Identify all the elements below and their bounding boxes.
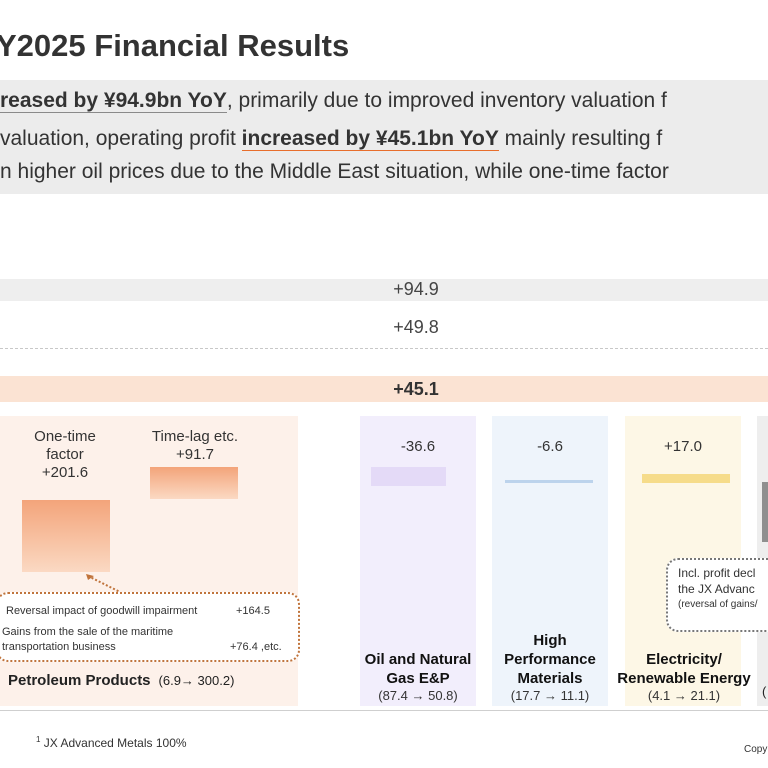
callout-item-maritime-value: +76.4 ,etc. xyxy=(230,641,282,653)
copyright-fragment: Copy xyxy=(744,744,768,755)
inventory-valuation-change-value: +49.8 xyxy=(393,317,439,337)
metals-bar xyxy=(762,482,768,542)
footer-divider xyxy=(0,710,768,711)
electricity-bar xyxy=(642,474,730,483)
page-title: Y2025 Financial Results xyxy=(0,28,350,63)
high-performance-materials-panel xyxy=(492,416,608,706)
metals-callout-line2: the JX Advanc xyxy=(678,582,755,596)
one-time-factor-bar xyxy=(22,500,110,572)
hpm-name-line3: Materials xyxy=(517,670,583,687)
metals-range-fragment: ( xyxy=(762,684,767,699)
one-time-factor-label: One-time factor +201.6 xyxy=(10,428,120,482)
summary-emphasis-operating-profit: increased by ¥45.1bn YoY xyxy=(241,127,499,151)
electricity-name-line2: Renewable Energy xyxy=(617,670,751,687)
summary-line-1: reased by ¥94.9bn YoY, primarily due to … xyxy=(0,89,768,113)
time-lag-value: +91.7 xyxy=(176,446,214,463)
oil-gas-change-value: -36.6 xyxy=(400,438,436,455)
metals-callout-line1: Incl. profit decl xyxy=(678,566,756,580)
summary-line-2-pre: valuation, operating profit xyxy=(0,127,242,150)
net-income-change-value: +94.9 xyxy=(393,279,439,299)
callout-item-maritime-line1: Gains from the sale of the maritime xyxy=(2,626,174,638)
summary-line-2-rest: mainly resulting f xyxy=(498,127,663,150)
hpm-bar xyxy=(505,480,593,483)
hpm-name-line1: High xyxy=(533,632,567,649)
section-divider xyxy=(0,348,768,349)
oil-gas-heading: Oil and Natural Gas E&P (87.4 → 50.8) xyxy=(356,650,480,703)
petroleum-one-time-callout: Reversal impact of goodwill impairment +… xyxy=(0,592,300,662)
time-lag-label: Time-lag etc. +91.7 xyxy=(140,428,250,464)
petroleum-products-range: (6.9→ 300.2) xyxy=(158,673,235,688)
electricity-heading: Electricity/ Renewable Energy (4.1 → 21.… xyxy=(610,650,758,703)
summary-line-3: n higher oil prices due to the Middle Ea… xyxy=(0,160,669,183)
operating-profit-change-value: +45.1 xyxy=(393,379,439,399)
metals-callout-line3: (reversal of gains/ xyxy=(678,599,758,610)
electricity-name-line1: Electricity/ xyxy=(646,651,722,668)
oil-gas-name-line1: Oil and Natural xyxy=(364,651,472,668)
summary-emphasis-net-income: reased by ¥94.9bn YoY xyxy=(0,89,227,113)
hpm-change-value: -6.6 xyxy=(537,438,563,455)
callout-pointer xyxy=(86,574,121,593)
footnote: 1 JX Advanced Metals 100% xyxy=(36,735,187,750)
one-time-factor-label-line1: One-time xyxy=(34,428,96,445)
oil-gas-range: (87.4 → 50.8) xyxy=(378,688,458,703)
callout-item-maritime-line2: transportation business xyxy=(2,641,116,653)
summary-line-2: valuation, operating profit increased by… xyxy=(0,127,768,151)
one-time-factor-label-line2: factor xyxy=(46,446,84,463)
summary-box xyxy=(0,80,768,194)
one-time-factor-value: +201.6 xyxy=(41,464,89,481)
time-lag-bar xyxy=(150,467,238,499)
electricity-change-value: +17.0 xyxy=(664,438,702,455)
hpm-heading: High Performance Materials (17.7 → 11.1) xyxy=(488,631,612,703)
metals-callout: Incl. profit decl the JX Advanc (reversa… xyxy=(666,558,768,632)
operating-profit-bar xyxy=(0,376,768,402)
net-income-bar xyxy=(0,279,768,301)
time-lag-label-text: Time-lag etc. xyxy=(151,428,239,445)
callout-item-goodwill: Reversal impact of goodwill impairment xyxy=(6,605,198,617)
hpm-name-line2: Performance xyxy=(504,651,596,668)
oil-gas-name-line2: Gas E&P xyxy=(386,670,450,687)
oil-gas-bar xyxy=(371,467,446,486)
footnote-text: JX Advanced Metals 100% xyxy=(43,736,187,750)
petroleum-products-name: Petroleum Products xyxy=(8,672,151,689)
hpm-range: (17.7 → 11.1) xyxy=(510,688,590,703)
petroleum-products-heading: Petroleum Products (6.9→ 300.2) xyxy=(8,672,298,690)
oil-gas-panel xyxy=(360,416,476,706)
callout-item-goodwill-value: +164.5 xyxy=(236,605,270,617)
summary-line-1-rest: , primarily due to improved inventory va… xyxy=(226,89,667,112)
electricity-range: (4.1 → 21.1) xyxy=(647,688,721,703)
footnote-mark: 1 xyxy=(36,735,41,744)
